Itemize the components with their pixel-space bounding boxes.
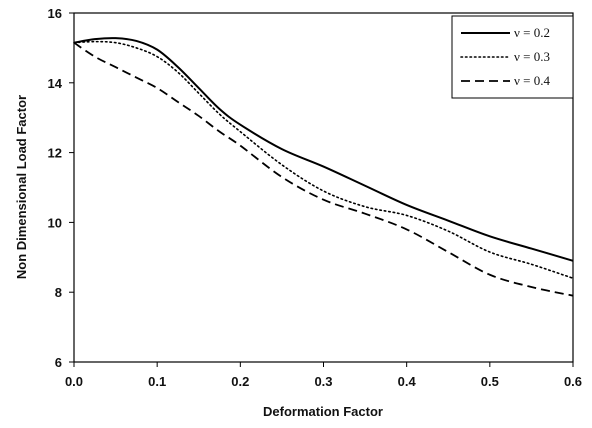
x-tick-label: 0.1	[148, 374, 166, 389]
x-tick-label: 0.6	[564, 374, 582, 389]
x-tick-label: 0.3	[314, 374, 332, 389]
y-tick-label: 16	[48, 6, 62, 21]
series-line-1	[73, 37, 574, 262]
series-line-2	[73, 40, 574, 280]
legend-label-3: ν = 0.4	[514, 73, 550, 88]
y-tick-label: 14	[48, 76, 63, 91]
y-tick-label: 10	[48, 215, 62, 230]
legend-label-1: ν = 0.2	[514, 25, 550, 40]
legend-label-2: ν = 0.3	[514, 49, 550, 64]
y-tick-label: 8	[55, 285, 62, 300]
x-tick-label: 0.4	[398, 374, 417, 389]
x-tick-label: 0.2	[231, 374, 249, 389]
x-tick-label: 0.5	[481, 374, 499, 389]
x-axis-title: Deformation Factor	[263, 404, 383, 419]
y-tick-label: 6	[55, 355, 62, 370]
legend: ν = 0.2 ν = 0.3 ν = 0.4	[451, 15, 574, 99]
series-line-3	[73, 41, 574, 297]
axes: 0.0 0.1 0.2 0.3 0.4 0.5 0.6 6 8 10 12 14 16	[48, 6, 583, 389]
series-lines	[73, 37, 574, 297]
x-tick-label: 0.0	[65, 374, 83, 389]
y-tick-label: 12	[48, 146, 62, 161]
y-axis-title: Non Dimensional Load Factor	[14, 95, 29, 279]
